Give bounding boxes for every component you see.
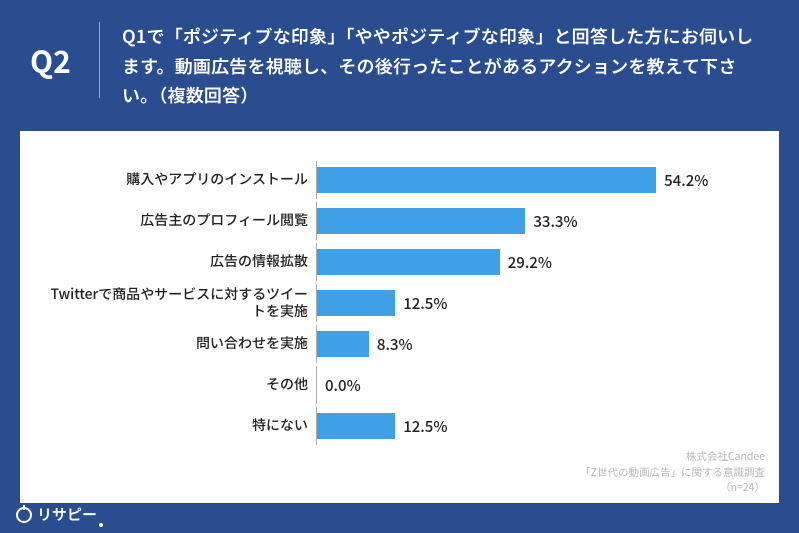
chart-credits: 株式会社Candee 「Z世代の動画広告」に関する意識調査 （n=24） (580, 449, 765, 495)
chart-row: 問い合わせを実施 8.3% (44, 325, 755, 363)
bar-value: 33.3% (525, 211, 577, 232)
bar-label: 問い合わせを実施 (44, 335, 316, 353)
bar-fill (317, 331, 369, 357)
bar-label: 特にない (44, 417, 316, 435)
bar-value: 0.0% (317, 375, 361, 396)
bar-track: 8.3% (316, 325, 755, 363)
question-number: Q2 (30, 22, 100, 98)
chart-row: その他0.0% (44, 366, 755, 404)
bar-track: 12.5% (316, 407, 755, 445)
bar-track: 33.3% (316, 202, 755, 240)
chart-row: 購入やアプリのインストール 54.2% (44, 161, 755, 199)
bar-fill (317, 413, 395, 439)
bar-label: 広告主のプロフィール閲覧 (44, 212, 316, 230)
chart-row: 広告主のプロフィール閲覧 33.3% (44, 202, 755, 240)
logo-ring-icon (16, 507, 32, 523)
chart-row: 特にない 12.5% (44, 407, 755, 445)
bar-label: 購入やアプリのインストール (44, 171, 316, 189)
bar-chart: 購入やアプリのインストール 54.2% 広告主のプロフィール閲覧 33.3% 広告の情報… (44, 161, 755, 445)
bar-value: 12.5% (395, 293, 447, 314)
bar-value: 54.2% (656, 170, 708, 191)
question-header: Q2 Q1で「ポジティブな印象」「ややポジティブな印象」と回答した方にお伺いしま… (0, 0, 799, 131)
brand-name: リサピー (37, 504, 97, 525)
bar-label: Twitterで商品やサービスに対するツイートを実施 (44, 286, 316, 321)
question-text: Q1で「ポジティブな印象」「ややポジティブな印象」と回答した方にお伺いします。動… (100, 22, 769, 111)
brand-dot-icon (99, 523, 103, 527)
bar-value: 29.2% (500, 252, 552, 273)
chart-row: Twitterで商品やサービスに対するツイートを実施 12.5% (44, 284, 755, 322)
bar-value: 8.3% (369, 334, 413, 355)
bar-track: 0.0% (316, 366, 755, 404)
bar-fill (317, 167, 656, 193)
bar-fill (317, 208, 525, 234)
brand-logo: リサピー (16, 504, 103, 525)
credit-line: （n=24） (580, 480, 765, 495)
credit-line: 株式会社Candee (580, 449, 765, 464)
chart-row: 広告の情報拡散 29.2% (44, 243, 755, 281)
credit-line: 「Z世代の動画広告」に関する意識調査 (580, 465, 765, 480)
bar-track: 54.2% (316, 161, 755, 199)
bar-value: 12.5% (395, 416, 447, 437)
chart-card: 購入やアプリのインストール 54.2% 広告主のプロフィール閲覧 33.3% 広告の情報… (20, 131, 779, 503)
bar-fill (317, 290, 395, 316)
bar-track: 12.5% (316, 284, 755, 322)
bar-track: 29.2% (316, 243, 755, 281)
bar-label: 広告の情報拡散 (44, 253, 316, 271)
bar-label: その他 (44, 376, 316, 394)
bar-fill (317, 249, 500, 275)
